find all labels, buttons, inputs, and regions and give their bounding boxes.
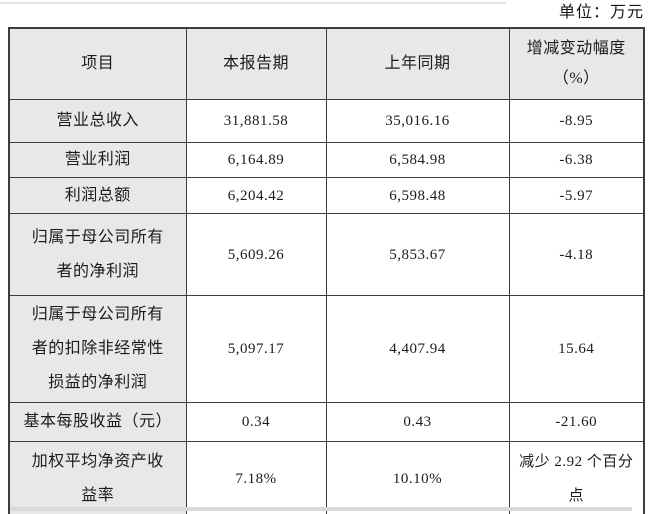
cell-current: 31,881.58 <box>185 99 327 143</box>
cell-prior: 6,584.98 <box>325 142 510 178</box>
cell-current: 5,609.26 <box>185 213 327 296</box>
unit-label: 单位：万元 <box>558 4 644 21</box>
header-current-period: 本报告期 <box>185 27 327 100</box>
page-top-divider <box>0 2 506 4</box>
row-label: 营业利润 <box>8 142 187 178</box>
row-label: 基本每股收益（元） <box>8 402 187 442</box>
page-bottom-divider <box>10 507 632 511</box>
cell-change: -6.38 <box>508 142 645 178</box>
cell-prior: 5,853.67 <box>325 213 510 296</box>
cell-change: 减少 2.92 个百分 点 <box>508 441 645 514</box>
table-row-basic-eps: 基本每股收益（元） 0.34 0.43 -21.60 <box>8 402 645 442</box>
cell-change: -5.97 <box>508 177 645 214</box>
cell-prior: 10.10% <box>325 441 510 514</box>
row-label: 加权平均净资产收 益率 <box>8 441 187 514</box>
cell-change: -8.95 <box>508 99 645 143</box>
table-row-net-profit-parent: 归属于母公司所有 者的净利润 5,609.26 5,853.67 -4.18 <box>8 213 645 296</box>
cell-current: 0.34 <box>185 402 327 442</box>
cell-prior: 4,407.94 <box>325 295 510 403</box>
cell-change: -21.60 <box>508 402 645 442</box>
row-label: 利润总额 <box>8 177 187 214</box>
cell-change: -4.18 <box>508 213 645 296</box>
header-item: 项目 <box>8 27 187 100</box>
cell-prior: 6,598.48 <box>325 177 510 214</box>
header-change-percent: 增减变动幅度 （%） <box>508 27 645 100</box>
cell-prior: 0.43 <box>325 402 510 442</box>
table-header-row: 项目 本报告期 上年同期 增减变动幅度 （%） <box>8 27 645 100</box>
cell-change: 15.64 <box>508 295 645 403</box>
cell-current: 6,164.89 <box>185 142 327 178</box>
row-label: 归属于母公司所有 者的扣除非经常性 损益的净利润 <box>8 295 187 403</box>
row-label: 归属于母公司所有 者的净利润 <box>8 213 187 296</box>
table-row-operating-profit: 营业利润 6,164.89 6,584.98 -6.38 <box>8 142 645 178</box>
row-label: 营业总收入 <box>8 99 187 143</box>
cell-prior: 35,016.16 <box>325 99 510 143</box>
financial-summary-table: 项目 本报告期 上年同期 增减变动幅度 （%） 营业总收入 31,881.58 … <box>8 27 645 514</box>
table-row-net-profit-excl-nonrecurring: 归属于母公司所有 者的扣除非经常性 损益的净利润 5,097.17 4,407.… <box>8 295 645 403</box>
cell-current: 5,097.17 <box>185 295 327 403</box>
cell-current: 6,204.42 <box>185 177 327 214</box>
table-row-weighted-avg-roe: 加权平均净资产收 益率 7.18% 10.10% 减少 2.92 个百分 点 <box>8 441 645 514</box>
table-row-total-profit: 利润总额 6,204.42 6,598.48 -5.97 <box>8 177 645 214</box>
cell-current: 7.18% <box>185 441 327 514</box>
table-row-total-revenue: 营业总收入 31,881.58 35,016.16 -8.95 <box>8 99 645 143</box>
header-prior-period: 上年同期 <box>325 27 510 100</box>
